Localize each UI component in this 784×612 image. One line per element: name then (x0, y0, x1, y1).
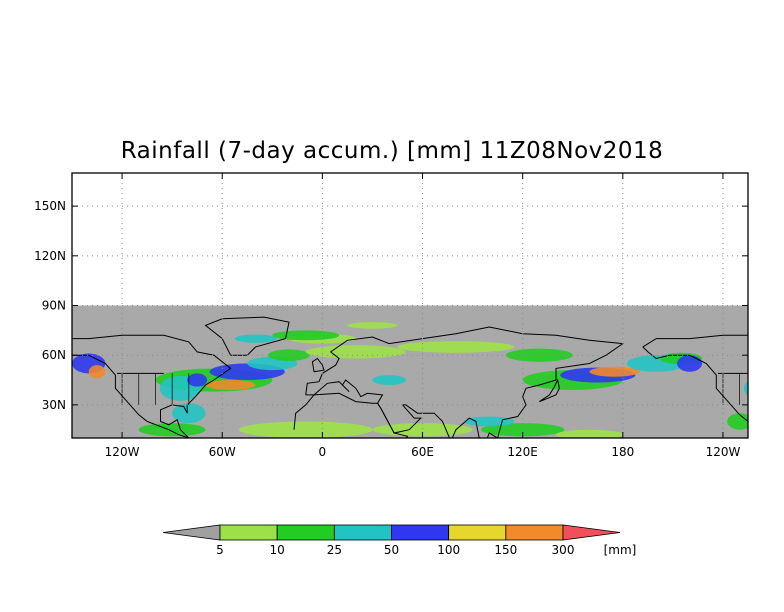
coastline (293, 392, 409, 438)
colorbar-high-arrow (562, 524, 621, 541)
colorbar-unit: [mm] (604, 543, 637, 557)
colorbar-label: 100 (437, 543, 460, 557)
rain-cell (268, 349, 310, 361)
colorbar-bin (505, 524, 564, 541)
colorbar-bin (333, 524, 392, 541)
rain-cell (238, 421, 373, 438)
coastline (305, 326, 625, 438)
coastline (204, 316, 290, 356)
longitude-axis: 120W60W060E120E180120W60W (105, 173, 741, 459)
colorbar-label: 50 (384, 543, 399, 557)
coastline (72, 334, 232, 438)
colorbar-bin (219, 524, 278, 541)
colorbar-label: 10 (270, 543, 285, 557)
rain-cell (234, 334, 277, 343)
rain-cell (305, 345, 406, 359)
lon-tick-label: 120W (706, 445, 741, 459)
rain-cell (743, 380, 748, 396)
coastlines (72, 316, 748, 438)
rain-cell (556, 429, 623, 438)
graticule (72, 173, 748, 438)
rain-cell (677, 355, 703, 372)
rain-cell (138, 423, 206, 437)
colorbar-label: 300 (552, 543, 575, 557)
rain-cell (272, 330, 340, 341)
rain-cell (589, 366, 640, 377)
plot-area (72, 173, 784, 438)
rain-cell (480, 423, 565, 437)
coastline (539, 378, 560, 403)
coastline (311, 357, 325, 373)
lat-tick-label: 30N (42, 398, 66, 412)
rain-cell (347, 322, 398, 329)
rain-cell (464, 416, 515, 427)
lat-tick-label: 150N (34, 199, 66, 213)
map-title: Rainfall (7-day accum.) [mm] 11Z08Nov201… (120, 138, 664, 164)
lon-tick-label: 60W (209, 445, 236, 459)
colorbar-bin (276, 524, 335, 541)
lon-tick-label: 0 (319, 445, 327, 459)
rain-cell (771, 373, 784, 386)
lon-tick-label: 180 (611, 445, 634, 459)
latitude-axis: 30N 60N 90N 120N 150N (34, 199, 748, 412)
rain-cell (187, 373, 208, 387)
lon-tick-label: 60E (411, 445, 434, 459)
rainfall-field (72, 322, 784, 438)
coastline (642, 334, 748, 422)
colorbar-bin (391, 524, 450, 541)
lat-tick-label: 90N (42, 299, 66, 313)
rain-cell (397, 341, 515, 353)
lon-tick-label: 120W (105, 445, 140, 459)
colorbar-low-arrow (162, 524, 221, 541)
rain-cell (172, 403, 206, 424)
colorbar-label: 5 (216, 543, 224, 557)
colorbar-bin (448, 524, 507, 541)
rain-cell (372, 375, 406, 385)
rain-cell (88, 365, 106, 379)
rain-cell (205, 380, 256, 390)
lon-tick-label: 120E (507, 445, 538, 459)
colorbar-label: 25 (327, 543, 342, 557)
colorbar-label: 150 (494, 543, 517, 557)
colorbar: 5 10 25 50 100 150 300 [mm] (162, 524, 637, 557)
lat-tick-label: 60N (42, 348, 66, 362)
lat-tick-label: 120N (34, 249, 66, 263)
